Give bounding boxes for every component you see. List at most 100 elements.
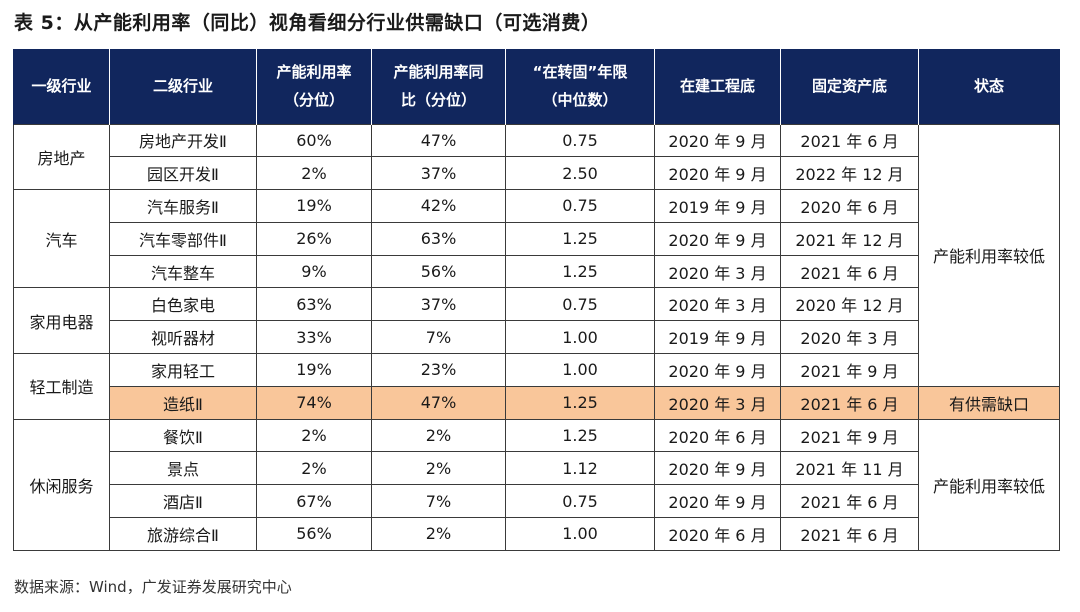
fixed-assets-cell: 2022 年 12 月: [780, 156, 919, 191]
table-row: 旅游综合Ⅱ 56% 2% 1.00 2020 年 6 月 2021 年 6 月: [14, 517, 1060, 551]
yoy-cell: 37%: [371, 287, 506, 322]
utilization-cell: 2%: [256, 418, 372, 453]
yoy-cell: 47%: [371, 385, 506, 420]
fixed-assets-cell: 2021 年 6 月: [780, 385, 919, 420]
header-years: “在转固”年限 （中位数）: [505, 49, 655, 124]
level2-cell: 视听器材: [109, 320, 257, 355]
level2-cell: 汽车零部件Ⅱ: [109, 221, 257, 256]
utilization-cell: 9%: [256, 254, 372, 289]
fixed-assets-cell: 2021 年 6 月: [780, 254, 919, 289]
years-cell: 1.00: [505, 320, 655, 355]
table-row: 房地产 房地产开发Ⅱ 60% 47% 0.75 2020 年 9 月 2021 …: [13, 123, 1060, 387]
table-row: 汽车零部件Ⅱ 26% 63% 1.25 2020 年 9 月 2021 年 12…: [14, 221, 1060, 256]
header-yoy-line1: 产能利用率同: [393, 63, 484, 82]
utilization-cell: 19%: [256, 189, 372, 223]
utilization-cell: 63%: [256, 287, 372, 322]
fixed-assets-cell: 2021 年 12 月: [780, 221, 919, 256]
construction-cell: 2020 年 6 月: [654, 418, 781, 453]
level2-cell: 造纸Ⅱ: [109, 385, 257, 420]
years-cell: 1.00: [505, 353, 655, 387]
header-yoy-line2: 比（分位）: [400, 91, 476, 110]
yoy-cell: 42%: [371, 189, 506, 223]
fixed-assets-cell: 2021 年 9 月: [780, 353, 919, 387]
utilization-cell: 33%: [256, 320, 372, 355]
utilization-cell: 2%: [256, 451, 372, 486]
fixed-assets-cell: 2020 年 6 月: [780, 189, 919, 223]
construction-cell: 2020 年 6 月: [654, 517, 781, 551]
construction-cell: 2019 年 9 月: [654, 320, 781, 355]
yoy-cell: 2%: [371, 451, 506, 486]
construction-cell: 2020 年 3 月: [654, 385, 781, 420]
years-cell: 1.25: [505, 254, 655, 289]
fixed-assets-cell: 2021 年 9 月: [780, 418, 919, 453]
status-cell: 产能利用率较低: [918, 418, 1060, 551]
header-utilization-line1: 产能利用率: [276, 63, 352, 82]
years-cell: 0.75: [505, 123, 655, 158]
fixed-assets-cell: 2021 年 11 月: [780, 451, 919, 486]
construction-cell: 2020 年 9 月: [654, 156, 781, 191]
source-note: 数据来源：Wind，广发证券发展研究中心: [14, 578, 292, 596]
header-utilization-line2: （分位）: [283, 91, 344, 110]
header-years-line1: “在转固”年限: [532, 63, 628, 82]
table-title: 表 5：从产能利用率（同比）视角看细分行业供需缺口（可选消费）: [14, 12, 601, 34]
header-utilization-yoy: 产能利用率同 比（分位）: [371, 49, 506, 124]
level1-cell: 轻工制造: [13, 353, 110, 420]
utilization-cell: 56%: [256, 517, 372, 551]
header-row: 一级行业 二级行业 产能利用率 （分位） 产能利用率同 比（分位） “在转固”年…: [13, 49, 1060, 124]
level2-cell: 景点: [109, 451, 257, 486]
table-row: 酒店Ⅱ 67% 7% 0.75 2020 年 9 月 2021 年 6 月: [14, 484, 1060, 519]
yoy-cell: 37%: [371, 156, 506, 191]
yoy-cell: 7%: [371, 320, 506, 355]
yoy-cell: 47%: [371, 123, 506, 158]
level2-cell: 酒店Ⅱ: [109, 484, 257, 519]
level2-cell: 汽车服务Ⅱ: [109, 189, 257, 223]
years-cell: 1.25: [505, 418, 655, 453]
construction-cell: 2020 年 9 月: [654, 123, 781, 158]
years-cell: 0.75: [505, 484, 655, 519]
table-row: 家用电器 白色家电 63% 37% 0.75 2020 年 3 月 2020 年…: [13, 287, 1060, 355]
level2-cell: 餐饮Ⅱ: [109, 418, 257, 453]
table-row: 景点 2% 2% 1.12 2020 年 9 月 2021 年 11 月: [14, 451, 1060, 486]
header-utilization: 产能利用率 （分位）: [256, 49, 372, 124]
construction-cell: 2020 年 3 月: [654, 254, 781, 289]
fixed-assets-cell: 2020 年 12 月: [780, 287, 919, 322]
yoy-cell: 2%: [371, 517, 506, 551]
fixed-assets-cell: 2020 年 3 月: [780, 320, 919, 355]
years-cell: 1.25: [505, 221, 655, 256]
table-row: 汽车 汽车服务Ⅱ 19% 42% 0.75 2019 年 9 月 2020 年 …: [13, 189, 1060, 289]
years-cell: 0.75: [505, 189, 655, 223]
years-cell: 1.12: [505, 451, 655, 486]
utilization-cell: 19%: [256, 353, 372, 387]
header-level2: 二级行业: [109, 49, 257, 124]
level1-cell: 汽车: [13, 189, 110, 289]
yoy-cell: 2%: [371, 418, 506, 453]
level2-cell: 白色家电: [109, 287, 257, 322]
level1-cell: 家用电器: [13, 287, 110, 355]
table-row: 汽车整车 9% 56% 1.25 2020 年 3 月 2021 年 6 月: [14, 254, 1060, 289]
status-cell: 产能利用率较低: [918, 123, 1060, 387]
years-cell: 2.50: [505, 156, 655, 191]
construction-cell: 2019 年 9 月: [654, 189, 781, 223]
construction-cell: 2020 年 9 月: [654, 353, 781, 387]
level1-cell: 休闲服务: [13, 418, 110, 551]
construction-cell: 2020 年 9 月: [654, 484, 781, 519]
header-fixed-assets-bottom: 固定资产底: [780, 49, 919, 124]
header-status: 状态: [918, 49, 1060, 124]
years-cell: 0.75: [505, 287, 655, 322]
table-row: 轻工制造 家用轻工 19% 23% 1.00 2020 年 9 月 2021 年…: [13, 353, 1060, 420]
yoy-cell: 7%: [371, 484, 506, 519]
level2-cell: 旅游综合Ⅱ: [109, 517, 257, 551]
construction-cell: 2020 年 9 月: [654, 221, 781, 256]
construction-cell: 2020 年 9 月: [654, 451, 781, 486]
utilization-cell: 60%: [256, 123, 372, 158]
level2-cell: 汽车整车: [109, 254, 257, 289]
level2-cell: 园区开发Ⅱ: [109, 156, 257, 191]
table-row: 休闲服务 餐饮Ⅱ 2% 2% 1.25 2020 年 6 月 2021 年 9 …: [13, 418, 1060, 551]
utilization-cell: 26%: [256, 221, 372, 256]
level1-cell: 房地产: [13, 123, 110, 191]
level2-cell: 家用轻工: [109, 353, 257, 387]
utilization-cell: 67%: [256, 484, 372, 519]
fixed-assets-cell: 2021 年 6 月: [780, 123, 919, 158]
fixed-assets-cell: 2021 年 6 月: [780, 484, 919, 519]
table-row-highlighted: 造纸Ⅱ 74% 47% 1.25 2020 年 3 月 2021 年 6 月 有…: [14, 385, 1060, 420]
